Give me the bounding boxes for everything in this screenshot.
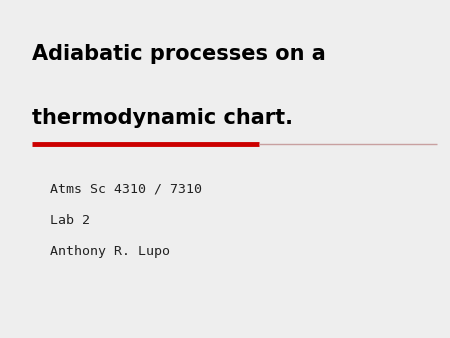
Text: Atms Sc 4310 / 7310: Atms Sc 4310 / 7310 <box>50 183 202 195</box>
Text: Adiabatic processes on a: Adiabatic processes on a <box>32 44 325 64</box>
Text: thermodynamic chart.: thermodynamic chart. <box>32 108 293 128</box>
Text: Lab 2: Lab 2 <box>50 214 90 226</box>
Text: Anthony R. Lupo: Anthony R. Lupo <box>50 245 170 258</box>
